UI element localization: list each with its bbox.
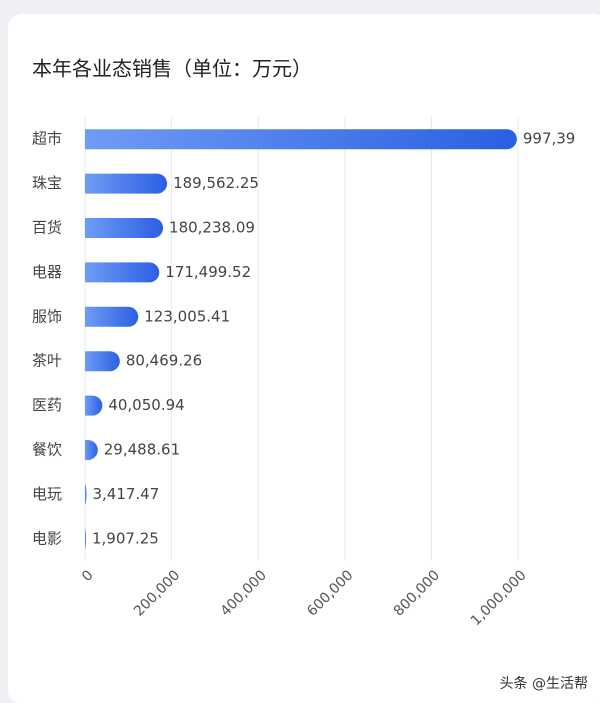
value-label: 997,39 <box>523 130 576 148</box>
bar <box>85 351 120 372</box>
y-tick-label: 电影 <box>32 529 62 547</box>
bar <box>85 528 86 549</box>
value-label: 80,469.26 <box>126 352 202 370</box>
value-label: 1,907.25 <box>92 529 159 547</box>
y-tick-label: 电器 <box>32 263 62 281</box>
value-label: 189,562.25 <box>173 174 259 192</box>
y-tick-label: 服饰 <box>32 307 62 325</box>
bar <box>85 395 103 416</box>
value-label: 180,238.09 <box>169 219 255 237</box>
watermark: 头条 @生活帮 <box>500 675 588 692</box>
chart-title: 本年各业态销售（单位：万元） <box>32 57 312 81</box>
bar <box>85 440 98 460</box>
bar <box>85 173 168 194</box>
bar <box>85 218 164 238</box>
value-label: 123,005.41 <box>144 307 230 325</box>
value-label: 171,499.52 <box>165 263 251 281</box>
value-label: 40,050.94 <box>108 396 184 414</box>
y-tick-label: 茶叶 <box>32 352 62 370</box>
bar <box>85 306 139 327</box>
bar <box>85 262 160 283</box>
y-tick-label: 超市 <box>32 130 62 148</box>
bar <box>85 129 517 150</box>
y-tick-label: 电玩 <box>32 485 62 503</box>
y-tick-label: 珠宝 <box>32 174 62 192</box>
y-tick-label: 医药 <box>32 396 62 414</box>
value-label: 3,417.47 <box>92 485 159 503</box>
y-tick-label: 餐饮 <box>32 441 62 459</box>
value-label: 29,488.61 <box>104 441 180 459</box>
y-tick-label: 百货 <box>32 219 62 237</box>
bar <box>85 484 87 505</box>
